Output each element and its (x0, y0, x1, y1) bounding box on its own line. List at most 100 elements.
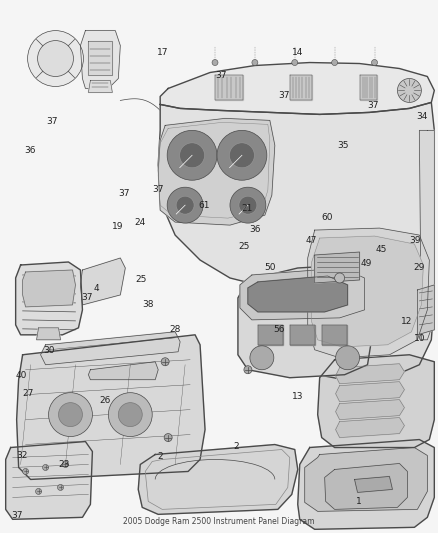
Text: 61: 61 (198, 201, 209, 210)
Text: 2: 2 (233, 442, 239, 451)
Polygon shape (336, 364, 404, 384)
Circle shape (167, 131, 217, 180)
Text: 25: 25 (239, 242, 250, 251)
Polygon shape (88, 362, 158, 379)
Text: 37: 37 (152, 185, 164, 194)
Polygon shape (158, 102, 434, 290)
Circle shape (250, 346, 274, 370)
Text: 40: 40 (16, 371, 27, 380)
Polygon shape (290, 325, 314, 345)
Circle shape (176, 196, 194, 214)
Text: 23: 23 (58, 460, 70, 469)
Circle shape (397, 78, 421, 102)
Circle shape (230, 187, 266, 223)
Polygon shape (325, 464, 407, 510)
Text: 37: 37 (81, 293, 93, 302)
Polygon shape (37, 328, 60, 340)
Polygon shape (158, 118, 275, 225)
Text: 21: 21 (242, 204, 253, 213)
Polygon shape (360, 76, 378, 100)
Text: 36: 36 (25, 146, 36, 155)
Circle shape (292, 60, 298, 66)
Polygon shape (248, 276, 348, 312)
Circle shape (108, 393, 152, 437)
Text: 1: 1 (356, 497, 362, 506)
Polygon shape (81, 258, 125, 305)
Polygon shape (336, 417, 404, 438)
Text: 27: 27 (22, 389, 33, 398)
Text: 14: 14 (292, 49, 303, 57)
Text: 35: 35 (338, 141, 349, 150)
Polygon shape (88, 80, 112, 92)
Polygon shape (305, 448, 427, 511)
Polygon shape (290, 76, 312, 100)
Text: 13: 13 (292, 392, 304, 401)
Circle shape (252, 60, 258, 66)
Circle shape (59, 402, 82, 426)
Polygon shape (160, 62, 434, 115)
Circle shape (161, 358, 169, 366)
Text: 37: 37 (118, 189, 130, 198)
Text: 10: 10 (414, 334, 426, 343)
Polygon shape (355, 477, 392, 492)
Text: 39: 39 (409, 237, 420, 246)
Text: 24: 24 (135, 219, 146, 228)
Text: 32: 32 (16, 451, 27, 460)
Text: 34: 34 (417, 112, 428, 121)
Text: 26: 26 (99, 396, 110, 405)
Text: 37: 37 (367, 101, 378, 110)
Text: 2005 Dodge Ram 2500 Instrument Panel Diagram: 2005 Dodge Ram 2500 Instrument Panel Dia… (123, 518, 315, 526)
Text: 37: 37 (11, 511, 23, 520)
Circle shape (38, 41, 74, 77)
Polygon shape (6, 441, 92, 519)
Polygon shape (258, 325, 283, 345)
Circle shape (23, 469, 28, 474)
Text: 12: 12 (401, 317, 413, 326)
Circle shape (164, 433, 172, 441)
Text: 37: 37 (215, 70, 227, 79)
Circle shape (118, 402, 142, 426)
Text: 38: 38 (142, 300, 154, 309)
Polygon shape (419, 131, 434, 340)
Polygon shape (88, 41, 112, 76)
Text: 4: 4 (94, 284, 99, 293)
Text: 19: 19 (112, 222, 124, 231)
Polygon shape (17, 335, 205, 480)
Polygon shape (318, 355, 434, 448)
Polygon shape (138, 445, 298, 514)
Circle shape (167, 187, 203, 223)
Text: 50: 50 (265, 263, 276, 272)
Circle shape (57, 484, 64, 490)
Text: 25: 25 (136, 275, 147, 284)
Text: 29: 29 (413, 263, 425, 272)
Polygon shape (41, 332, 180, 365)
Text: 28: 28 (170, 325, 181, 334)
Text: 30: 30 (43, 346, 54, 355)
Text: 60: 60 (321, 213, 333, 222)
Text: 45: 45 (376, 245, 387, 254)
Polygon shape (336, 400, 404, 419)
Text: 36: 36 (249, 225, 261, 234)
Circle shape (63, 462, 68, 467)
Circle shape (335, 273, 345, 283)
Polygon shape (298, 440, 434, 529)
Circle shape (244, 366, 252, 374)
Polygon shape (23, 270, 75, 307)
Circle shape (239, 196, 257, 214)
Polygon shape (16, 262, 82, 335)
Polygon shape (321, 325, 346, 345)
Polygon shape (308, 228, 429, 358)
Circle shape (336, 346, 360, 370)
Circle shape (35, 488, 42, 495)
Polygon shape (314, 252, 360, 283)
Circle shape (28, 30, 83, 86)
Polygon shape (238, 265, 371, 378)
Text: 49: 49 (361, 260, 372, 268)
Polygon shape (215, 76, 243, 100)
Polygon shape (336, 382, 404, 402)
Circle shape (212, 60, 218, 66)
Circle shape (49, 393, 92, 437)
Text: 17: 17 (156, 49, 168, 57)
Polygon shape (312, 236, 424, 347)
Polygon shape (417, 285, 434, 335)
